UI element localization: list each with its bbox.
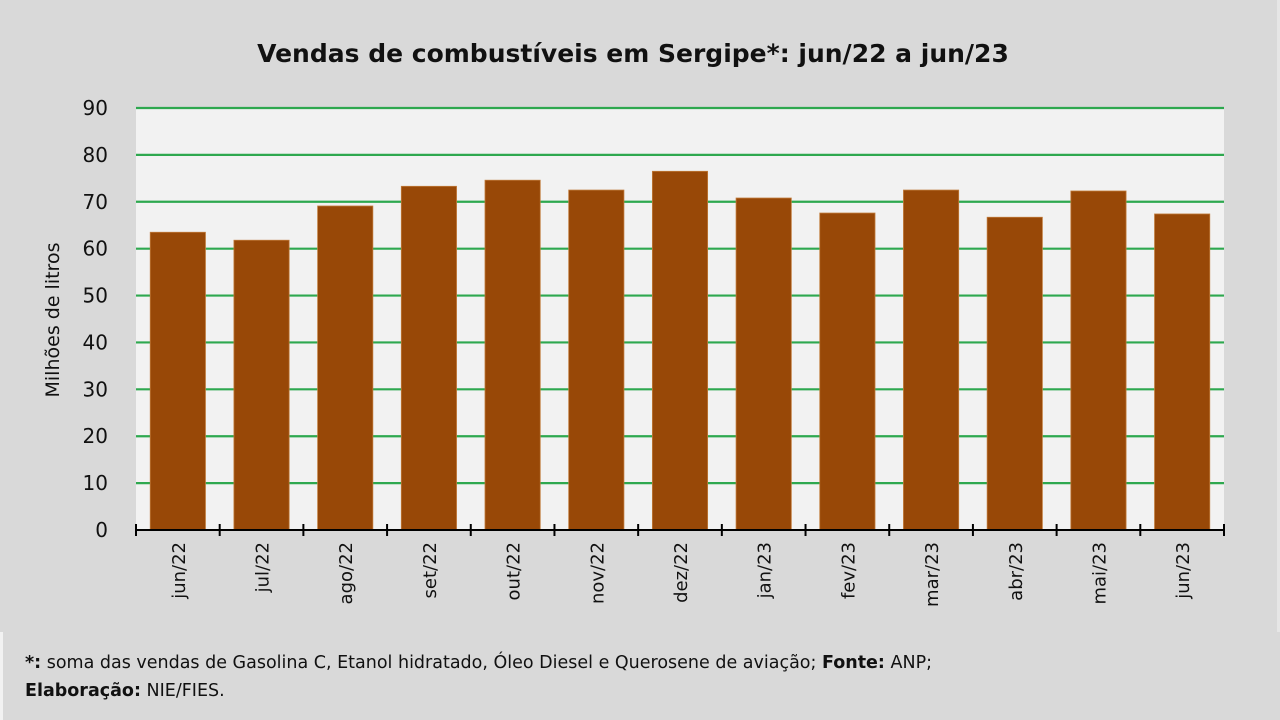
x-tick-label: nov/22	[587, 542, 608, 604]
bar-jun-22	[149, 231, 206, 531]
y-tick-label: 60	[83, 237, 108, 261]
bars	[149, 170, 1211, 531]
x-tick-label: abr/23	[1006, 542, 1027, 601]
bar-abr-23	[986, 216, 1043, 531]
x-tick-label: out/22	[504, 542, 525, 600]
bar-jul-22	[233, 239, 290, 531]
bar-set-22	[400, 185, 457, 531]
footer-line-1: *: soma das vendas de Gasolina C, Etanol…	[25, 649, 932, 677]
x-axis	[135, 524, 1225, 536]
y-tick-label: 70	[83, 190, 108, 214]
bar-chart: Vendas de combustíveis em Sergipe*: jun/…	[42, 39, 1225, 607]
y-tick-label: 0	[95, 518, 108, 542]
bar-mar-23	[903, 189, 960, 531]
bar-fev-23	[819, 212, 876, 531]
footer-note: *: soma das vendas de Gasolina C, Etanol…	[25, 649, 932, 705]
x-tick-label: jun/23	[1173, 542, 1194, 600]
footer-line-2: Elaboração: NIE/FIES.	[25, 677, 932, 705]
x-tick-label: jan/23	[755, 542, 776, 599]
bar-jun-23	[1154, 213, 1211, 531]
x-axis-ticks: jun/22 jul/22 ago/22 set/22 out/22 nov/22 dez/…	[169, 542, 1194, 607]
elaboration-label: Elaboração:	[25, 681, 141, 701]
bar-dez-22	[651, 170, 709, 531]
right-edge-strip	[1277, 0, 1280, 720]
y-tick-label: 20	[83, 424, 108, 448]
x-tick-label: set/22	[420, 542, 441, 598]
y-tick-label: 50	[83, 284, 108, 308]
bar-nov-22	[568, 189, 625, 531]
x-tick-label: fev/23	[838, 542, 859, 599]
y-axis-label: Milhões de litros	[42, 243, 64, 398]
source-label: Fonte:	[821, 653, 885, 673]
chart-area: Vendas de combustíveis em Sergipe*: jun/…	[42, 39, 1225, 607]
elaboration-text: NIE/FIES.	[140, 681, 225, 701]
bar-mai-23	[1070, 190, 1127, 531]
bar-jan-23	[735, 197, 792, 531]
x-tick-label: mai/23	[1089, 542, 1110, 605]
y-tick-label: 10	[83, 471, 108, 495]
y-tick-label: 80	[83, 143, 108, 167]
x-tick-label: jun/22	[169, 542, 190, 600]
y-tick-label: 40	[83, 330, 108, 354]
x-tick-label: jul/22	[253, 542, 274, 593]
chart-title: Vendas de combustíveis em Sergipe*: jun/…	[257, 39, 1009, 68]
y-tick-label: 90	[83, 96, 108, 120]
y-axis-ticks: 0 10 20 30 40 50 60 70 80 90	[83, 96, 108, 542]
bar-out-22	[484, 179, 541, 531]
footer-note-panel: *: soma das vendas de Gasolina C, Etanol…	[0, 632, 1280, 720]
x-tick-label: ago/22	[336, 542, 357, 604]
x-tick-label: dez/22	[671, 542, 692, 603]
y-tick-label: 30	[83, 377, 108, 401]
source-text: ANP;	[884, 653, 933, 673]
bar-ago-22	[317, 205, 374, 531]
x-tick-label: mar/23	[922, 542, 943, 607]
note-text: soma das vendas de Gasolina C, Etanol hi…	[41, 653, 822, 673]
note-marker: *:	[25, 653, 42, 673]
